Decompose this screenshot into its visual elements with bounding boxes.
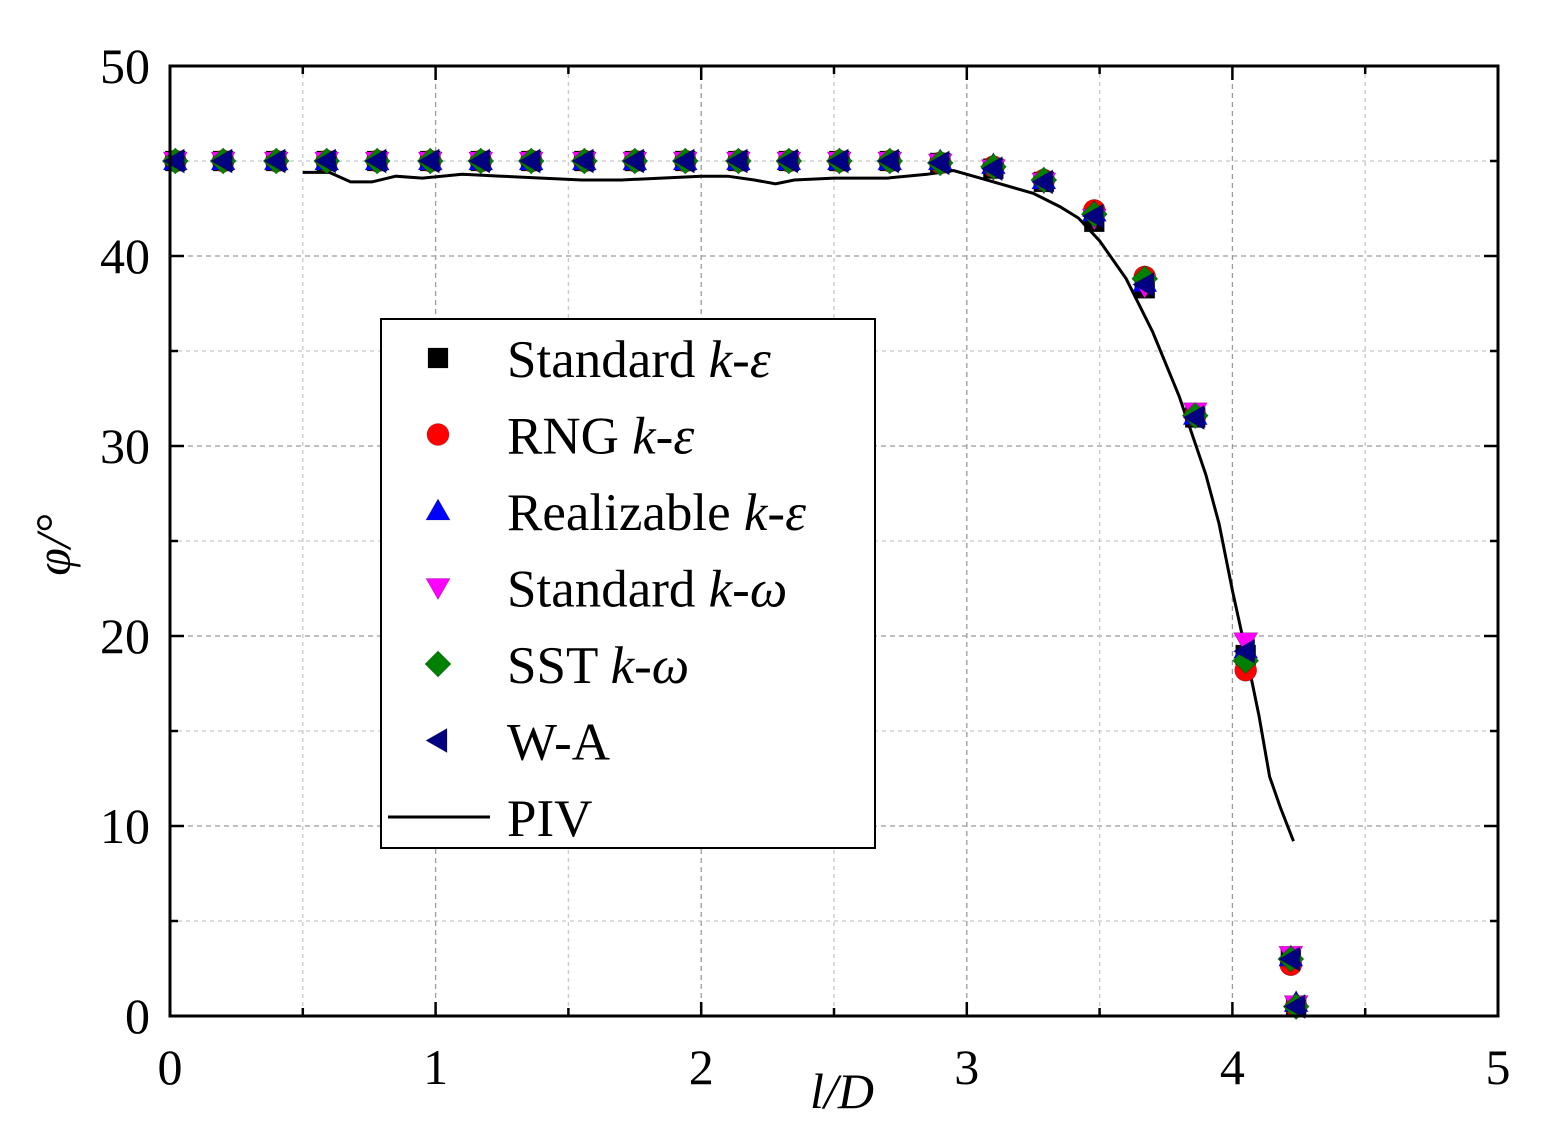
- data-point: [518, 148, 541, 174]
- y-tick-label: 40: [100, 228, 150, 284]
- legend: Standard k-ε RNG k-ε Realizable k-ε Standar…: [380, 318, 876, 849]
- x-tick-label: 5: [1486, 1039, 1511, 1095]
- legend-marker: [427, 347, 449, 369]
- data-point: [1278, 946, 1301, 972]
- y-tick-label: 50: [100, 38, 150, 94]
- legend-label: RNG k-ε: [507, 408, 694, 466]
- x-tick-label: 4: [1220, 1039, 1245, 1095]
- y-tick-label: 10: [100, 798, 150, 854]
- data-point: [622, 148, 645, 174]
- data-point: [162, 148, 185, 174]
- plot-frame: [168, 64, 1500, 1018]
- data-point: [826, 148, 849, 174]
- data-point: [1283, 993, 1306, 1020]
- legend-label: Standard k-ε: [507, 331, 771, 389]
- legend-box: [380, 318, 876, 849]
- data-point: [417, 148, 440, 174]
- y-tick-label: 20: [100, 608, 150, 664]
- y-tick-labels: 0 10 20 30 40 50: [100, 38, 150, 1044]
- legend-marker: [425, 578, 451, 601]
- data-point: [1081, 203, 1104, 229]
- legend-marker: [424, 650, 452, 678]
- data-point: [776, 148, 799, 174]
- piv-line: [302, 168, 1295, 842]
- y-axis-title: φ/°: [25, 514, 81, 576]
- legend-label: Standard k-ω: [507, 561, 787, 619]
- legend-label: SST k-ω: [507, 637, 689, 695]
- legend-label: Realizable k-ε: [507, 484, 806, 542]
- legend-label: W-A: [507, 714, 610, 772]
- data-point: [725, 148, 748, 174]
- x-tick-label: 2: [689, 1039, 714, 1095]
- y-tick-label: 0: [125, 988, 150, 1044]
- legend-label: PIV: [507, 790, 592, 848]
- legend-marker: [426, 423, 450, 446]
- x-tick-label: 3: [954, 1039, 979, 1095]
- data-point: [210, 148, 233, 174]
- data-point: [468, 148, 491, 174]
- data-point: [1182, 404, 1205, 431]
- legend-marker: [425, 498, 451, 521]
- series-triangle-left: [162, 148, 1306, 1020]
- x-tick-labels: 0 1 2 3 4 5: [158, 1039, 1511, 1095]
- data-point: [364, 148, 387, 174]
- data-point: [263, 148, 286, 174]
- data-point: [672, 148, 695, 174]
- piv-line-layer: [302, 168, 1295, 842]
- data-point: [877, 148, 900, 174]
- data-point: [314, 148, 337, 174]
- data-point: [571, 148, 594, 174]
- y-tick-label: 30: [100, 418, 150, 474]
- data-point: [1233, 638, 1255, 664]
- data-point: [1132, 271, 1155, 298]
- data-point: [980, 156, 1003, 182]
- x-tick-label: 1: [423, 1039, 448, 1095]
- legend-marker: [425, 727, 448, 754]
- data-point: [1031, 169, 1054, 195]
- x-tick-label: 0: [158, 1039, 183, 1095]
- x-axis-title: l/D: [810, 1063, 874, 1119]
- data-point: [927, 150, 950, 176]
